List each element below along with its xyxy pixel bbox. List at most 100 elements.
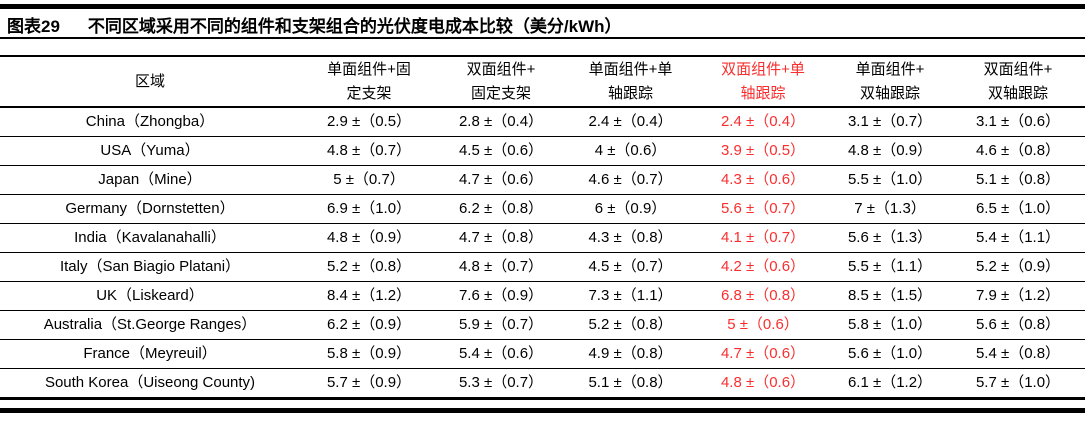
value-cell: 5.4 ±（1.1） [951, 223, 1085, 253]
value-cell: 4.8 ±（0.9） [300, 223, 438, 253]
column-header-label: 定支架 [346, 84, 392, 102]
value-cell: 6.2 ±（0.8） [438, 194, 564, 224]
value-cell: 7.9 ±（1.2） [951, 281, 1085, 311]
value-cell-highlighted: 4.3 ±（0.6） [697, 165, 829, 195]
value-cell: 5.1 ±（0.8） [951, 165, 1085, 195]
value-cell-highlighted: 4.2 ±（0.6） [697, 252, 829, 282]
top-divider-rule [0, 4, 1085, 9]
value-cell: 4 ±（0.6） [564, 136, 697, 166]
table-row: Australia（St.George Ranges） 6.2 ±（0.9） 5… [0, 310, 1085, 340]
region-cell: USA（Yuma） [0, 136, 300, 166]
column-header-label: 轴跟踪 [740, 84, 786, 102]
value-cell: 4.3 ±（0.8） [564, 223, 697, 253]
column-header-label: 双面组件+单 [721, 60, 805, 78]
value-cell: 7.3 ±（1.1） [564, 281, 697, 311]
region-cell: Australia（St.George Ranges） [0, 310, 300, 340]
table-row: Italy（San Biagio Platani） 5.2 ±（0.8） 4.8… [0, 252, 1085, 282]
table-row: India（Kavalanahalli） 4.8 ±（0.9） 4.7 ±（0.… [0, 223, 1085, 253]
value-cell: 3.1 ±（0.7） [829, 107, 951, 137]
value-cell: 3.1 ±（0.6） [951, 107, 1085, 137]
value-cell: 4.8 ±（0.7） [438, 252, 564, 282]
table-row: Japan（Mine） 5 ±（0.7） 4.7 ±（0.6） 4.6 ±（0.… [0, 165, 1085, 195]
table-row: France（Meyreuil） 5.8 ±（0.9） 5.4 ±（0.6） 4… [0, 339, 1085, 369]
table-row: Germany（Dornstetten） 6.9 ±（1.0） 6.2 ±（0.… [0, 194, 1085, 224]
column-header-label: 单面组件+固 [327, 60, 411, 78]
value-cell: 2.4 ±（0.4） [564, 107, 697, 137]
value-cell: 5.8 ±（1.0） [829, 310, 951, 340]
table-row: USA（Yuma） 4.8 ±（0.7） 4.5 ±（0.6） 4 ±（0.6）… [0, 136, 1085, 166]
value-cell: 7.6 ±（0.9） [438, 281, 564, 311]
region-cell: France（Meyreuil） [0, 339, 300, 369]
value-cell: 4.8 ±（0.7） [300, 136, 438, 166]
value-cell-highlighted: 4.7 ±（0.6） [697, 339, 829, 369]
column-header-label: 轴跟踪 [607, 84, 653, 102]
value-cell: 5 ±（0.7） [300, 165, 438, 195]
bottom-divider-rule [0, 408, 1085, 413]
value-cell: 5.7 ±（1.0） [975, 374, 1061, 391]
region-cell: UK（Liskeard） [0, 281, 300, 311]
column-header-label: 双轴跟踪 [859, 84, 920, 102]
column-header-label: 单面组件+单 [588, 60, 673, 78]
value-cell: 5.4 ±（0.6） [438, 339, 564, 369]
region-cell: Italy（San Biagio Platani） [0, 252, 300, 282]
value-cell: 6.1 ±（1.2） [847, 374, 933, 391]
value-cell: 8.5 ±（1.5） [829, 281, 951, 311]
figure-title: 不同区域采用不同的组件和支架组合的光伏度电成本比较（美分/kWh） [87, 16, 622, 36]
value-cell: 5.6 ±（1.0） [829, 339, 951, 369]
value-cell: 5.2 ±（0.9） [951, 252, 1085, 282]
value-cell: 4.5 ±（0.6） [438, 136, 564, 166]
column-header-mono-fixed: 单面组件+固 定支架 [300, 56, 438, 108]
value-cell: 6.2 ±（0.9） [300, 310, 438, 340]
column-header-label: 固定支架 [470, 84, 531, 102]
region-cell: South Korea（Uiseong County) [44, 374, 256, 391]
value-cell: 5.3 ±（0.7） [458, 374, 544, 391]
value-cell: 5.6 ±（1.3） [829, 223, 951, 253]
region-cell: Germany（Dornstetten） [0, 194, 300, 224]
value-cell: 5.9 ±（0.7） [438, 310, 564, 340]
value-cell-highlighted: 5 ±（0.6） [697, 310, 829, 340]
value-cell: 5.1 ±（0.8） [588, 374, 673, 391]
region-cell: Japan（Mine） [0, 165, 300, 195]
value-cell: 5.7 ±（0.9） [326, 374, 412, 391]
value-cell: 4.7 ±（0.8） [438, 223, 564, 253]
value-cell: 4.9 ±（0.8） [564, 339, 697, 369]
value-cell-highlighted: 6.8 ±（0.8） [697, 281, 829, 311]
region-cell: China（Zhongba） [0, 107, 300, 137]
column-header-mono-single-axis: 单面组件+单 轴跟踪 [564, 56, 697, 108]
value-cell: 7 ±（1.3） [829, 194, 951, 224]
value-cell: 4.8 ±（0.9） [829, 136, 951, 166]
value-cell: 6.9 ±（1.0） [300, 194, 438, 224]
column-header-label: 区域 [134, 72, 165, 90]
value-cell: 2.9 ±（0.5） [300, 107, 438, 137]
value-cell: 2.8 ±（0.4） [438, 107, 564, 137]
column-header-bifacial-dual-axis: 双面组件+ 双轴跟踪 [951, 56, 1085, 108]
header-row: 区域 单面组件+固 定支架 双面组件+ 固定支架 单面组件+单 轴跟踪 双面组件+单轴… [0, 56, 1085, 108]
column-header-region: 区域 [0, 56, 300, 108]
value-cell-highlighted: 2.4 ±（0.4） [697, 107, 829, 137]
value-cell: 5.5 ±（1.1） [829, 252, 951, 282]
column-header-label: 双面组件+ [983, 60, 1053, 78]
table-row: UK（Liskeard） 8.4 ±（1.2） 7.6 ±（0.9） 7.3 ±… [0, 281, 1085, 311]
column-header-label: 双轴跟踪 [987, 84, 1048, 102]
column-header-label: 双面组件+ [466, 60, 536, 78]
value-cell-highlighted: 5.6 ±（0.7） [697, 194, 829, 224]
value-cell-highlighted: 4.8 ±（0.6） [720, 374, 806, 391]
table-row: China（Zhongba） 2.9 ±（0.5） 2.8 ±（0.4） 2.4… [0, 107, 1085, 137]
value-cell: 6 ±（0.9） [564, 194, 697, 224]
value-cell: 5.5 ±（1.0） [829, 165, 951, 195]
figure-title-row: 图表29 不同区域采用不同的组件和支架组合的光伏度电成本比较（美分/kWh） [0, 9, 1085, 37]
table-row: South Korea（Uiseong County) 5.7 ±（0.9） 5… [0, 369, 1085, 399]
figure-number-label: 图表29 [7, 16, 60, 36]
value-cell: 6.5 ±（1.0） [951, 194, 1085, 224]
column-header-bifacial-fixed: 双面组件+ 固定支架 [438, 56, 564, 108]
region-cell: India（Kavalanahalli） [0, 223, 300, 253]
value-cell: 4.7 ±（0.6） [438, 165, 564, 195]
value-cell: 8.4 ±（1.2） [300, 281, 438, 311]
value-cell: 5.2 ±（0.8） [300, 252, 438, 282]
title-divider-rule [0, 37, 1085, 39]
value-cell: 5.6 ±（0.8） [951, 310, 1085, 340]
value-cell: 5.8 ±（0.9） [300, 339, 438, 369]
column-header-label: 单面组件+ [855, 60, 925, 78]
value-cell: 4.6 ±（0.8） [951, 136, 1085, 166]
